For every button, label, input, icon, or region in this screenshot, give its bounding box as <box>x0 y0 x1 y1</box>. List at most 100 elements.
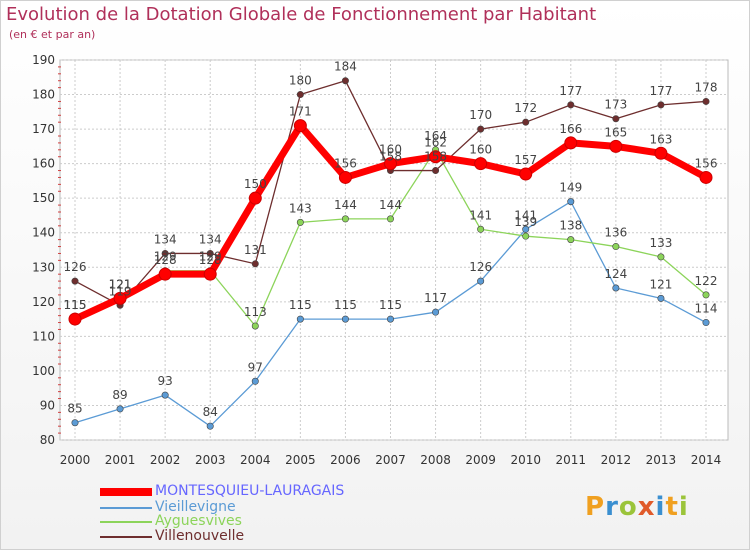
y-tick-label: 130 <box>32 260 55 274</box>
data-label-villenouvelle: 177 <box>559 84 582 98</box>
data-point-ayguesvives <box>251 322 259 330</box>
data-point-vieillevigne <box>612 284 620 292</box>
data-label-villenouvelle: 180 <box>289 74 312 88</box>
data-point-villenouvelle <box>161 249 169 257</box>
data-point-montesquieu-lauragais <box>248 191 262 205</box>
data-label-vieillevigne: 84 <box>203 405 218 419</box>
data-point-montesquieu-lauragais <box>654 146 668 160</box>
data-point-vieillevigne <box>432 308 440 316</box>
y-tick-label: 90 <box>40 398 55 412</box>
data-label-ayguesvives: 113 <box>244 305 267 319</box>
data-label-montesquieu-lauragais: 163 <box>649 132 672 146</box>
x-tick-label: 2013 <box>646 453 677 467</box>
x-tick-label: 2001 <box>105 453 136 467</box>
data-point-montesquieu-lauragais <box>699 170 713 184</box>
data-label-villenouvelle: 126 <box>64 260 87 274</box>
data-label-montesquieu-lauragais: 157 <box>514 153 537 167</box>
x-tick-label: 2006 <box>330 453 361 467</box>
data-point-villenouvelle <box>522 118 530 126</box>
legend-label-montesquieu-lauragais: MONTESQUIEU-LAURAGAIS <box>155 483 345 499</box>
proxiti-logo: Proxiti <box>585 492 689 522</box>
data-label-ayguesvives: 138 <box>559 219 582 233</box>
data-label-ayguesvives: 141 <box>469 208 492 222</box>
y-tick-label: 100 <box>32 364 55 378</box>
data-label-ayguesvives: 115 <box>64 298 87 312</box>
x-tick-label: 2005 <box>285 453 316 467</box>
y-tick-label: 170 <box>32 122 55 136</box>
data-point-vieillevigne <box>161 391 169 399</box>
data-point-vieillevigne <box>206 422 214 430</box>
data-point-montesquieu-lauragais <box>113 291 127 305</box>
data-label-vieillevigne: 85 <box>67 402 82 416</box>
legend-label-ayguesvives: Ayguesvives <box>155 513 242 529</box>
data-label-montesquieu-lauragais: 160 <box>469 143 492 157</box>
data-label-villenouvelle: 178 <box>695 80 718 94</box>
data-label-villenouvelle: 131 <box>244 243 267 257</box>
y-tick-label: 160 <box>32 157 55 171</box>
data-point-ayguesvives <box>296 218 304 226</box>
data-label-montesquieu-lauragais: 128 <box>199 253 222 267</box>
data-point-montesquieu-lauragais <box>519 167 533 181</box>
data-label-villenouvelle: 177 <box>649 84 672 98</box>
data-point-vieillevigne <box>251 377 259 385</box>
data-point-villenouvelle <box>657 101 665 109</box>
data-point-montesquieu-lauragais <box>338 170 352 184</box>
x-tick-label: 2009 <box>465 453 496 467</box>
data-label-montesquieu-lauragais: 166 <box>559 122 582 136</box>
y-tick-label: 180 <box>32 88 55 102</box>
data-point-vieillevigne <box>477 277 485 285</box>
data-label-ayguesvives: 143 <box>289 201 312 215</box>
data-label-villenouvelle: 134 <box>199 232 222 246</box>
legend-label-vieillevigne: Vieillevigne <box>155 499 236 515</box>
data-label-villenouvelle: 158 <box>379 150 402 164</box>
data-label-vieillevigne: 124 <box>604 267 627 281</box>
data-point-vieillevigne <box>522 225 530 233</box>
data-label-montesquieu-lauragais: 162 <box>424 136 447 150</box>
data-label-ayguesvives: 164 <box>424 129 447 143</box>
data-label-montesquieu-lauragais: 156 <box>334 156 357 170</box>
data-point-ayguesvives <box>341 215 349 223</box>
data-point-ayguesvives <box>522 232 530 240</box>
x-tick-label: 2004 <box>240 453 271 467</box>
data-label-montesquieu-lauragais: 171 <box>289 105 312 119</box>
data-point-villenouvelle <box>612 115 620 123</box>
x-tick-label: 2010 <box>510 453 541 467</box>
data-point-villenouvelle <box>296 91 304 99</box>
x-tick-label: 2002 <box>150 453 181 467</box>
data-label-ayguesvives: 144 <box>334 198 357 212</box>
data-point-montesquieu-lauragais <box>474 157 488 171</box>
data-point-montesquieu-lauragais <box>384 157 397 171</box>
data-point-ayguesvives <box>477 225 485 233</box>
data-label-vieillevigne: 115 <box>334 298 357 312</box>
x-tick-label: 2007 <box>375 453 406 467</box>
data-label-vieillevigne: 114 <box>695 302 718 316</box>
x-tick-label: 2012 <box>601 453 632 467</box>
data-label-villenouvelle: 172 <box>514 101 537 115</box>
data-label-ayguesvives: 144 <box>379 198 402 212</box>
data-label-vieillevigne: 115 <box>289 298 312 312</box>
data-label-vieillevigne: 89 <box>112 388 127 402</box>
data-label-montesquieu-lauragais: 121 <box>109 277 132 291</box>
data-point-vieillevigne <box>657 294 665 302</box>
y-tick-label: 140 <box>32 226 55 240</box>
x-tick-label: 2011 <box>556 453 587 467</box>
data-point-ayguesvives <box>386 215 394 223</box>
data-point-vieillevigne <box>71 419 79 427</box>
data-label-vieillevigne: 93 <box>158 374 173 388</box>
data-label-montesquieu-lauragais: 115 <box>64 298 87 312</box>
y-tick-label: 190 <box>32 53 55 67</box>
data-label-vieillevigne: 126 <box>469 260 492 274</box>
y-tick-label: 120 <box>32 295 55 309</box>
data-point-montesquieu-lauragais <box>293 119 307 133</box>
data-point-montesquieu-lauragais <box>68 312 82 326</box>
data-point-ayguesvives <box>567 236 575 244</box>
y-tick-label: 150 <box>32 191 55 205</box>
data-point-ayguesvives <box>702 291 710 299</box>
data-point-montesquieu-lauragais <box>158 267 172 281</box>
data-label-villenouvelle: 158 <box>424 150 447 164</box>
data-label-ayguesvives: 129 <box>199 250 222 264</box>
y-tick-label: 110 <box>32 329 55 343</box>
data-label-vieillevigne: 97 <box>248 360 263 374</box>
data-point-villenouvelle <box>251 260 259 268</box>
data-label-ayguesvives: 133 <box>649 236 672 250</box>
